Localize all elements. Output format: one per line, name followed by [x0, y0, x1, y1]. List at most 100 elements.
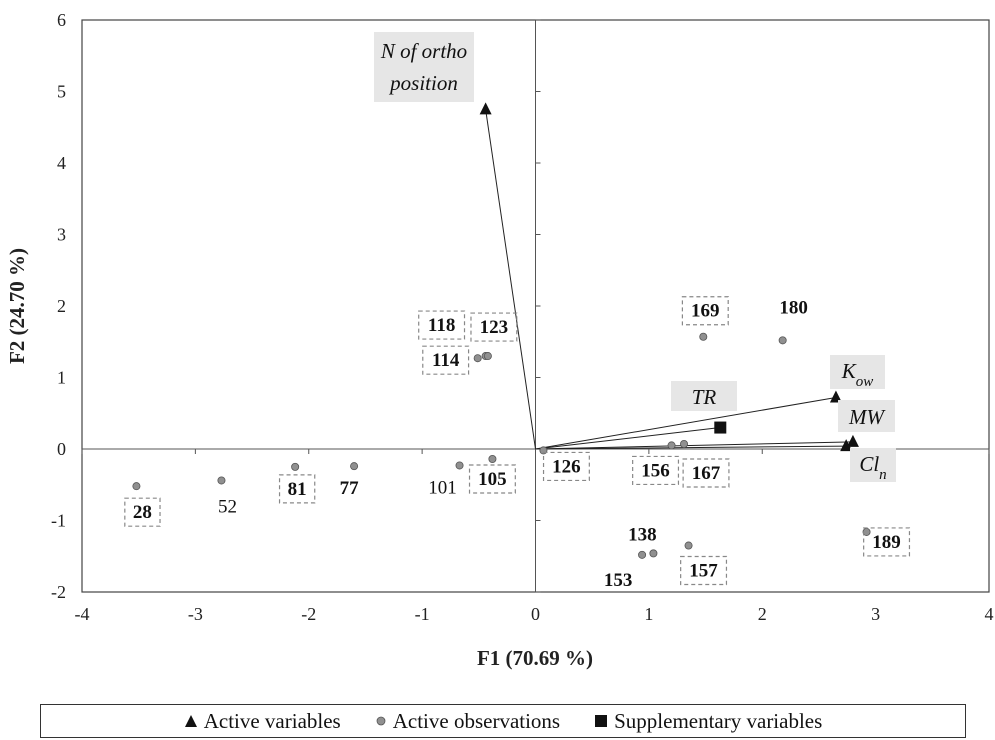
observation-label: 157 [689, 561, 718, 582]
observation-label: 101 [428, 477, 457, 498]
observation-label: 118 [428, 315, 455, 336]
observation-label: 169 [691, 301, 720, 322]
supplementary-vector [535, 427, 721, 450]
x-tick-label: -3 [188, 604, 203, 624]
observation-point [778, 336, 787, 345]
x-tick-label: 3 [871, 604, 880, 624]
observation-point [684, 541, 693, 550]
x-tick-label: 4 [985, 604, 994, 624]
legend-item-active-variables: Active variables [184, 709, 341, 734]
x-tick-label: 2 [758, 604, 767, 624]
x-tick-label: 0 [531, 604, 540, 624]
x-tick-label: 1 [644, 604, 653, 624]
y-tick-label: 2 [57, 296, 66, 316]
legend: Active variables Active observations Sup… [40, 704, 966, 738]
x-tick-label: -4 [75, 604, 90, 624]
observation-label: 123 [480, 317, 509, 338]
observation-label-box [278, 474, 316, 504]
y-tick-label: 3 [57, 225, 66, 245]
variable-vector [535, 397, 837, 450]
observation-label-box [470, 312, 518, 342]
variable-vector [535, 445, 847, 450]
observation-point [455, 461, 464, 470]
variable-label-box [374, 32, 474, 102]
variable-label: position [388, 71, 458, 95]
legend-label-active-variables: Active variables [203, 708, 341, 733]
point-labels: 28 52 81 77 101 105 114 118 123 126 169 180 156 167 13… [124, 32, 911, 591]
variable-marker [846, 434, 859, 447]
variable-marker [829, 390, 842, 403]
observation-label: 114 [432, 350, 460, 371]
y-tick-label: -2 [51, 582, 66, 602]
variable-label: MW [848, 405, 886, 429]
x-tick-label: -1 [415, 604, 430, 624]
observation-label: 52 [218, 496, 237, 517]
variable-label: Kow [841, 359, 874, 390]
observation-label: 138 [628, 524, 657, 545]
variable-vector [485, 109, 536, 450]
variable-vector [535, 441, 853, 450]
observation-label: 77 [340, 478, 360, 499]
observation-label-box [422, 345, 470, 375]
observation-label: 105 [478, 469, 507, 490]
observation-label-box [632, 455, 680, 486]
y-tick-label: 1 [57, 368, 66, 388]
observation-label-box [682, 458, 730, 488]
supplementary-marker [714, 421, 727, 434]
observation-points [132, 332, 871, 559]
legend-label-supplementary-variables: Supplementary variables [614, 708, 823, 733]
observation-point [649, 549, 658, 558]
observation-point [483, 352, 492, 361]
observation-point [638, 550, 647, 559]
x-tick-label: -2 [301, 604, 316, 624]
variable-label: Cln [859, 452, 886, 483]
observation-label-box [468, 464, 516, 494]
y-tick-label: 6 [57, 10, 66, 30]
observation-label: 126 [552, 456, 581, 477]
observation-point [350, 462, 359, 471]
variable-label: TR [692, 385, 717, 409]
variable-label-box [838, 400, 895, 432]
x-axis-title: F1 (70.69 %) [477, 646, 593, 670]
observation-label-box [542, 451, 590, 482]
observation-point [667, 441, 676, 450]
observation-point [699, 332, 708, 341]
observation-point [132, 482, 141, 491]
legend-label-active-observations: Active observations [392, 708, 561, 733]
observation-point [291, 462, 300, 471]
observation-label: 167 [692, 463, 721, 484]
variable-label: N of ortho [380, 39, 467, 63]
y-tick-label: -1 [51, 511, 66, 531]
variable-label-box [850, 448, 896, 482]
observation-label-box [863, 527, 911, 557]
y-tick-label: 0 [57, 439, 66, 459]
variable-label-box [830, 355, 885, 389]
y-axis-title: F2 (24.70 %) [5, 248, 29, 364]
legend-item-active-observations: Active observations [375, 709, 560, 734]
observation-label-box [680, 555, 728, 586]
variable-vectors [479, 102, 859, 452]
y-tick-label: 4 [57, 153, 66, 173]
observation-label: 156 [641, 460, 670, 481]
circle-icon [376, 716, 386, 726]
observation-label: 180 [779, 297, 808, 318]
square-icon [595, 715, 608, 727]
observation-label: 189 [872, 532, 901, 553]
variable-marker [840, 439, 853, 452]
observation-point [217, 476, 226, 485]
observation-label-box [124, 497, 161, 527]
variable-marker [479, 102, 492, 115]
observation-label-box [418, 310, 466, 340]
observation-label: 81 [288, 479, 307, 500]
y-tick-label: 5 [57, 82, 66, 102]
observation-point [473, 354, 482, 363]
legend-item-supplementary-variables: Supplementary variables [594, 709, 822, 734]
variable-label-box [671, 381, 737, 411]
triangle-icon [184, 715, 197, 727]
observation-point [488, 455, 497, 464]
observation-label: 28 [133, 502, 152, 523]
observation-point [680, 439, 689, 448]
observation-label-box [681, 296, 729, 326]
